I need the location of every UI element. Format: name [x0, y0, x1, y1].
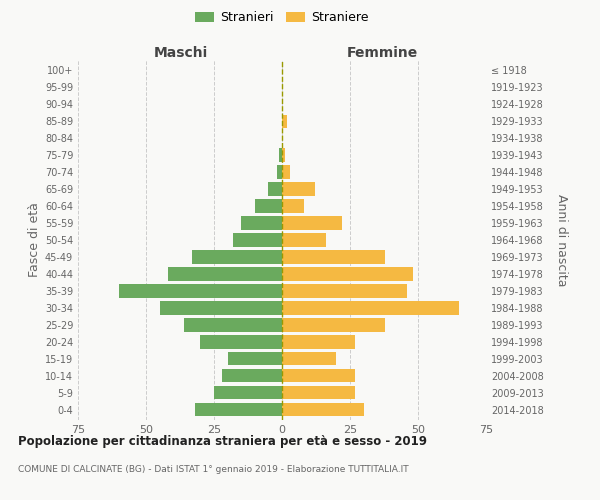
Bar [282, 114, 287, 128]
Bar [277, 166, 282, 178]
Bar [282, 216, 342, 230]
Bar [160, 302, 282, 314]
Bar [282, 234, 326, 246]
Bar [282, 268, 413, 280]
Bar [168, 268, 282, 280]
Bar [195, 403, 282, 416]
Bar [282, 182, 314, 196]
Bar [282, 250, 385, 264]
Bar [184, 318, 282, 332]
Bar [282, 336, 355, 348]
Legend: Stranieri, Straniere: Stranieri, Straniere [190, 6, 374, 29]
Y-axis label: Anni di nascita: Anni di nascita [555, 194, 568, 286]
Bar [282, 369, 355, 382]
Bar [282, 403, 364, 416]
Bar [279, 148, 282, 162]
Text: Femmine: Femmine [347, 46, 418, 60]
Y-axis label: Fasce di età: Fasce di età [28, 202, 41, 278]
Bar [200, 336, 282, 348]
Bar [282, 352, 337, 366]
Bar [282, 148, 285, 162]
Text: COMUNE DI CALCINATE (BG) - Dati ISTAT 1° gennaio 2019 - Elaborazione TUTTITALIA.: COMUNE DI CALCINATE (BG) - Dati ISTAT 1°… [18, 465, 409, 474]
Bar [268, 182, 282, 196]
Text: Popolazione per cittadinanza straniera per età e sesso - 2019: Popolazione per cittadinanza straniera p… [18, 435, 427, 448]
Bar [282, 200, 304, 212]
Bar [255, 200, 282, 212]
Bar [214, 386, 282, 400]
Bar [282, 166, 290, 178]
Bar [282, 318, 385, 332]
Bar [227, 352, 282, 366]
Text: Maschi: Maschi [154, 46, 208, 60]
Bar [222, 369, 282, 382]
Bar [233, 234, 282, 246]
Bar [282, 386, 355, 400]
Bar [282, 284, 407, 298]
Bar [282, 302, 459, 314]
Bar [192, 250, 282, 264]
Bar [119, 284, 282, 298]
Bar [241, 216, 282, 230]
